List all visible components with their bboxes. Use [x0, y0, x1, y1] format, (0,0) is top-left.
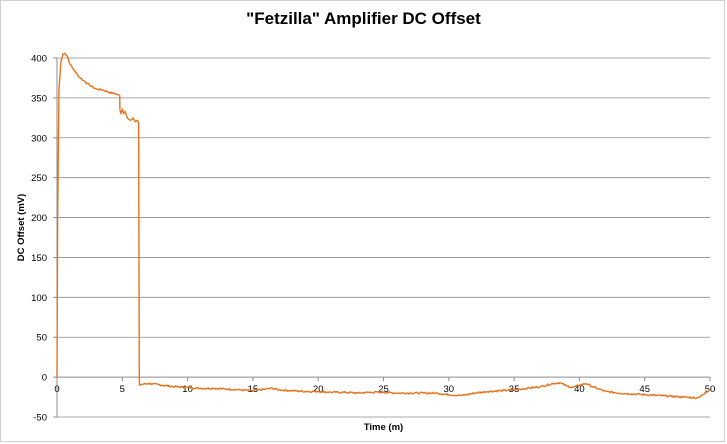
y-tick-label--50: -50 [33, 413, 47, 424]
series-layer [56, 52, 711, 400]
y-axis-title: DC Offset (mV) [16, 194, 27, 262]
y-tick-label-50: 50 [36, 333, 47, 344]
x-tick-label-10: 10 [182, 384, 193, 395]
y-tick-label-400: 400 [31, 54, 47, 65]
y-tick-label-200: 200 [31, 213, 47, 224]
x-tick-label-20: 20 [313, 384, 324, 395]
y-tick-label-0: 0 [42, 373, 47, 384]
y-tick-label-350: 350 [31, 93, 47, 104]
x-tick-label-0: 0 [54, 384, 59, 395]
axes [53, 57, 711, 418]
x-tick-label-30: 30 [444, 384, 455, 395]
gridlines [57, 57, 710, 418]
y-tick-label-100: 100 [31, 293, 47, 304]
x-axis-title: Time (m) [364, 422, 403, 433]
x-tick-label-45: 45 [639, 384, 650, 395]
y-tick-label-150: 150 [31, 253, 47, 264]
x-tick-label-40: 40 [574, 384, 585, 395]
y-tick-label-250: 250 [31, 173, 47, 184]
x-tick-label-15: 15 [248, 384, 259, 395]
series-line-0 [56, 52, 711, 400]
x-tick-label-25: 25 [378, 384, 389, 395]
chart-title: "Fetzilla" Amplifier DC Offset [246, 9, 481, 28]
x-tick-label-5: 5 [120, 384, 125, 395]
y-tick-label-300: 300 [31, 133, 47, 144]
